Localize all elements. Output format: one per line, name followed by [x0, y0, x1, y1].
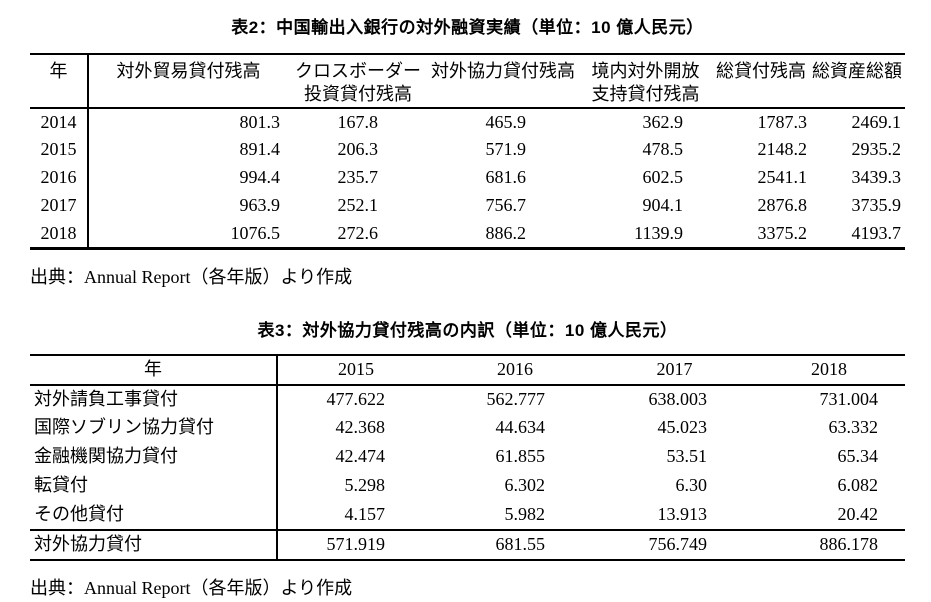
table3-header-row: 年 2015 2016 2017 2018 [30, 354, 905, 385]
table2-col-total-loans: 総貸付残高 [716, 61, 806, 81]
data-cell: 3375.2 [757, 222, 808, 243]
row-label: 国際ソブリン協力貸付 [30, 413, 278, 443]
data-cell: 61.855 [495, 446, 546, 467]
data-cell: 562.777 [486, 388, 546, 409]
data-cell: 571.919 [277, 528, 434, 560]
table-row: 金融機関協力貸付 42.474 61.855 53.51 65.34 [30, 442, 905, 472]
data-cell: 756.7 [485, 195, 527, 216]
table-row: 2016 994.4 235.7 681.6 602.5 2541.1 3439… [30, 164, 905, 192]
table2-header-row: 年 対外貿易貸付残高 クロスボーダー 投資貸付残高 対外協力貸付残高 境内対外開放… [30, 54, 905, 108]
data-cell: 5.298 [344, 475, 386, 496]
table-row: 転貸付 5.298 6.302 6.30 6.082 [30, 471, 905, 501]
data-cell: 272.6 [337, 222, 379, 243]
data-cell: 571.9 [485, 139, 527, 160]
table3-source-note: 出典：Annual Report（各年版）より作成 [30, 577, 353, 598]
data-cell: 5.982 [504, 503, 546, 524]
data-cell: 681.6 [485, 167, 527, 188]
table3: 年 2015 2016 2017 2018 対外請負工事貸付 477.622 5… [30, 353, 905, 561]
data-cell: 1787.3 [757, 111, 808, 132]
data-cell: 63.332 [828, 417, 879, 438]
year-cell: 2015 [30, 136, 89, 164]
data-cell: 602.5 [642, 167, 684, 188]
data-cell: 206.3 [337, 139, 379, 160]
data-cell: 6.082 [837, 475, 879, 496]
row-label: 対外請負工事貸付 [30, 384, 278, 414]
data-cell: 2935.2 [851, 139, 902, 160]
table2-col-year: 年 [30, 54, 89, 108]
row-label: 転貸付 [30, 471, 278, 501]
data-cell: 2148.2 [757, 139, 808, 160]
data-cell: 252.1 [337, 195, 379, 216]
data-cell: 994.4 [239, 167, 281, 188]
table2-title: 表2：中国輸出入銀行の対外融資実績（単位：10 億人民元） [231, 18, 704, 37]
data-cell: 891.4 [239, 139, 281, 160]
table-row: 2015 891.4 206.3 571.9 478.5 2148.2 2935… [30, 136, 905, 164]
year-cell: 2014 [30, 108, 89, 136]
data-cell: 904.1 [642, 195, 684, 216]
data-cell: 13.913 [657, 503, 708, 524]
data-cell: 1076.5 [230, 222, 281, 243]
year-cell: 2017 [30, 192, 89, 220]
table-row: 2017 963.9 252.1 756.7 904.1 2876.8 3735… [30, 192, 905, 220]
table3-col-2017: 2017 [656, 358, 693, 379]
data-cell: 2469.1 [851, 111, 902, 132]
data-cell: 2876.8 [757, 195, 808, 216]
table-row: 2018 1076.5 272.6 886.2 1139.9 3375.2 41… [30, 220, 905, 248]
data-cell: 20.42 [837, 503, 879, 524]
data-cell: 478.5 [642, 139, 684, 160]
row-label: 対外協力貸付 [30, 528, 278, 560]
year-cell: 2016 [30, 164, 89, 192]
data-cell: 53.51 [666, 446, 708, 467]
table-row: 2014 801.3 167.8 465.9 362.9 1787.3 2469… [30, 108, 905, 136]
data-cell: 4193.7 [851, 222, 902, 243]
data-cell: 756.749 [596, 528, 753, 560]
data-cell: 1139.9 [634, 222, 683, 243]
data-cell: 477.622 [326, 388, 386, 409]
data-cell: 638.003 [648, 388, 708, 409]
data-cell: 886.2 [485, 222, 527, 243]
data-cell: 65.34 [837, 446, 879, 467]
data-cell: 45.023 [657, 417, 708, 438]
table3-col-year: 年 [30, 354, 278, 385]
data-cell: 886.178 [753, 528, 905, 560]
data-cell: 42.474 [335, 446, 386, 467]
table-row: 対外請負工事貸付 477.622 562.777 638.003 731.004 [30, 384, 905, 414]
data-cell: 362.9 [642, 111, 684, 132]
table2-col-domestic-opening-support-loans: 境内対外開放 支持貸付残高 [591, 61, 700, 104]
data-cell: 44.634 [495, 417, 546, 438]
total-row: 対外協力貸付 571.919 681.55 756.749 886.178 [30, 528, 905, 560]
row-label: 金融機関協力貸付 [30, 442, 278, 472]
year-cell: 2018 [30, 220, 89, 248]
data-cell: 963.9 [239, 195, 281, 216]
table3-col-2015: 2015 [338, 358, 374, 379]
data-cell: 6.30 [675, 475, 708, 496]
data-cell: 235.7 [337, 167, 379, 188]
data-cell: 731.004 [819, 388, 879, 409]
data-cell: 465.9 [485, 111, 527, 132]
table3-title: 表3：対外協力貸付残高の内訳（単位：10 億人民元） [257, 320, 678, 340]
data-cell: 681.55 [434, 528, 596, 560]
data-cell: 3735.9 [851, 195, 902, 216]
data-cell: 42.368 [335, 417, 386, 438]
table2-col-foreign-cooperation-loans: 対外協力貸付残高 [431, 61, 575, 81]
table2-source-note: 出典：Annual Report（各年版）より作成 [30, 266, 353, 287]
table2-col-foreign-trade-loans: 対外貿易貸付残高 [116, 61, 261, 81]
data-cell: 6.302 [504, 475, 546, 496]
table-row: その他貸付 4.157 5.982 13.913 20.42 [30, 500, 905, 530]
table2: 年 対外貿易貸付残高 クロスボーダー 投資貸付残高 対外協力貸付残高 境内対外開放… [30, 53, 905, 250]
data-cell: 3439.3 [851, 167, 902, 188]
data-cell: 801.3 [239, 111, 281, 132]
table-row: 国際ソブリン協力貸付 42.368 44.634 45.023 63.332 [30, 413, 905, 443]
data-cell: 4.157 [344, 503, 386, 524]
table2-col-total-assets: 総資産総額 [812, 61, 902, 81]
data-cell: 2541.1 [757, 167, 808, 188]
row-label: その他貸付 [30, 500, 278, 530]
table3-col-2018: 2018 [811, 358, 847, 379]
table3-col-2016: 2016 [497, 358, 533, 379]
data-cell: 167.8 [337, 111, 379, 132]
table2-col-crossborder-investment-loans: クロスボーダー 投資貸付残高 [295, 61, 421, 104]
